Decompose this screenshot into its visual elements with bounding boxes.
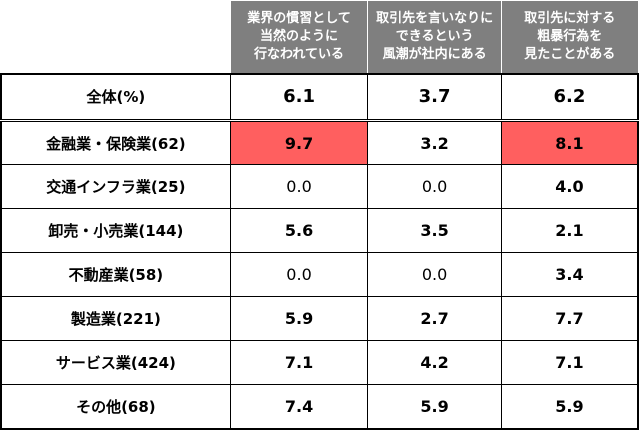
column-header-line: 風潮が社内にある [382, 46, 487, 62]
column-header-line: 取引先を言いなりに [376, 10, 494, 26]
value-cell: 3.5 [367, 208, 502, 253]
header-row: 業界の慣習として 当然のように 行なわれている 取引先を言いなりに できるという… [1, 0, 639, 74]
value-cell: 5.9 [229, 296, 369, 341]
table-row: その他(68) 7.4 5.9 5.9 [0, 384, 639, 430]
value-cell: 2.7 [367, 296, 502, 341]
table-row: 卸売・小売業(144) 5.6 3.5 2.1 [0, 208, 639, 253]
row-label: 交通インフラ業(25) [0, 164, 231, 209]
row-label: 金融業・保険業(62) [0, 120, 231, 165]
row-label: 不動産業(58) [0, 252, 231, 297]
value-cell: 2.1 [500, 208, 639, 253]
value-cell: 3.2 [367, 120, 502, 165]
value-cell: 0.0 [229, 252, 369, 297]
value-cell: 0.0 [229, 164, 369, 209]
column-header-customary: 業界の慣習として 当然のように 行なわれている [229, 0, 369, 74]
value-cell: 0.0 [367, 164, 502, 209]
row-label: 卸売・小売業(144) [0, 208, 231, 253]
column-header-witnessed: 取引先に対する 粗暴行為を 見たことがある [500, 0, 639, 74]
value-cell: 7.1 [500, 340, 639, 385]
highlighted-value-cell: 8.1 [500, 120, 639, 165]
value-cell: 7.4 [229, 384, 369, 430]
value-cell: 4.2 [367, 340, 502, 385]
column-header-company-culture: 取引先を言いなりに できるという 風潮が社内にある [367, 0, 502, 74]
value-cell: 5.9 [367, 384, 502, 430]
value-cell: 7.7 [500, 296, 639, 341]
value-cell: 3.4 [500, 252, 639, 297]
row-label: 全体(%) [0, 72, 231, 122]
value-cell: 6.2 [500, 72, 639, 122]
value-cell: 7.1 [229, 340, 369, 385]
table-row: 交通インフラ業(25) 0.0 0.0 4.0 [0, 164, 639, 209]
highlighted-value-cell: 9.7 [229, 120, 369, 165]
column-header-line: 粗暴行為を [537, 28, 603, 44]
row-label: その他(68) [0, 384, 231, 430]
table-row: 製造業(221) 5.9 2.7 7.7 [0, 296, 639, 341]
column-header-line: 取引先に対する [524, 10, 616, 26]
column-header-line: 業界の慣習として [247, 10, 351, 26]
table-row: 不動産業(58) 0.0 0.0 3.4 [0, 252, 639, 297]
total-row: 全体(%) 6.1 3.7 6.2 [0, 72, 639, 122]
row-label: サービス業(424) [0, 340, 231, 385]
value-cell: 4.0 [500, 164, 639, 209]
column-header-line: 見たことがある [524, 46, 616, 62]
column-header-line: 当然のように [260, 28, 339, 44]
column-header-line: できるという [395, 28, 474, 44]
value-cell: 5.6 [229, 208, 369, 253]
header-corner [1, 0, 231, 74]
column-header-line: 行なわれている [254, 46, 345, 62]
row-label: 製造業(221) [0, 296, 231, 341]
table-row: 金融業・保険業(62) 9.7 3.2 8.1 [0, 120, 639, 165]
value-cell: 0.0 [367, 252, 502, 297]
value-cell: 5.9 [500, 384, 639, 430]
value-cell: 3.7 [367, 72, 502, 122]
table-row: サービス業(424) 7.1 4.2 7.1 [0, 340, 639, 385]
value-cell: 6.1 [229, 72, 369, 122]
